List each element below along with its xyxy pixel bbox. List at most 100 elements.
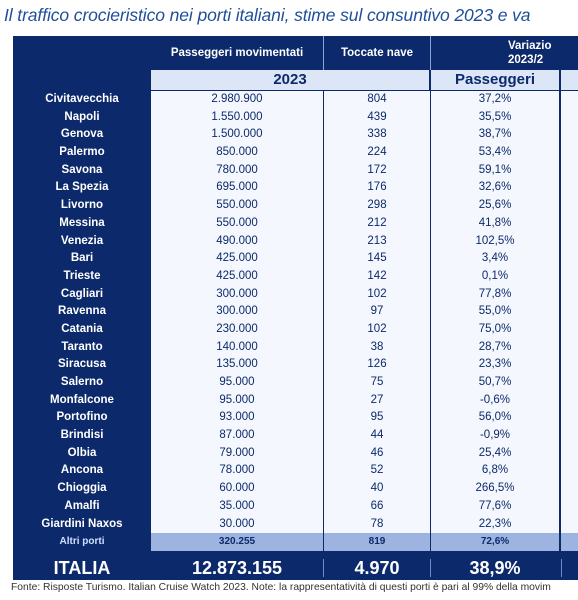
cut-column-cell	[561, 427, 578, 445]
calls-value: 102	[324, 285, 430, 304]
pct-value: 72,6%	[431, 533, 559, 551]
total-row: ITALIA 12.873.155 4.970 38,9%	[13, 556, 578, 580]
cut-column-cell	[561, 515, 578, 534]
pct-value: -0,9%	[431, 427, 559, 445]
table-row: Venezia 490.000 213 102,5%	[13, 232, 578, 251]
port-name: Ancona	[60, 464, 104, 477]
header-divider	[323, 36, 324, 70]
pct-value: -0,6%	[431, 391, 559, 410]
port-name: Livorno	[60, 199, 104, 212]
table-row: Altri porti 320.255 819 72,6%	[13, 533, 578, 551]
passengers-value: 850.000	[151, 144, 323, 162]
table-row: Amalfi 35.000 66 77,6%	[13, 497, 578, 516]
table-row: Livorno 550.000 298 25,6%	[13, 197, 578, 215]
pct-value: 77,6%	[431, 497, 559, 516]
calls-value: 439	[324, 108, 430, 127]
calls-value: 145	[324, 250, 430, 268]
total-divider	[430, 559, 431, 577]
passengers-value: 87.000	[151, 427, 323, 445]
source-note: Fonte: Risposte Turismo. Italian Cruise …	[11, 582, 551, 593]
port-name: Taranto	[61, 340, 103, 353]
port-name: Civitavecchia	[45, 93, 119, 105]
port-name: Catania	[61, 322, 103, 335]
pct-value: 25,4%	[431, 444, 559, 463]
passengers-value: 780.000	[151, 161, 323, 180]
cut-column-cell	[561, 197, 578, 215]
pct-value: 266,5%	[431, 480, 559, 498]
calls-value: 298	[324, 197, 430, 215]
pct-value: 32,6%	[431, 179, 559, 198]
table-row: Ancona 78.000 52 6,8%	[13, 462, 578, 481]
table-row: Catania 230.000 102 75,0%	[13, 320, 578, 339]
cut-column-cell	[561, 356, 578, 374]
pct-value: 77,8%	[431, 285, 559, 304]
cut-column-cell	[561, 108, 578, 127]
calls-value: 38	[324, 338, 430, 357]
header-divider	[430, 36, 431, 70]
port-name: Portofino	[56, 411, 108, 424]
pct-value: 38,7%	[431, 126, 559, 145]
pct-value: 0,1%	[431, 267, 559, 286]
calls-value: 75	[324, 374, 430, 392]
passengers-value: 60.000	[151, 480, 323, 498]
passengers-value: 230.000	[151, 320, 323, 339]
port-name: Palermo	[59, 146, 105, 159]
port-name: Chioggia	[57, 482, 107, 495]
cut-column-cell	[561, 161, 578, 180]
passengers-value: 95.000	[151, 374, 323, 392]
total-pct: 38,9%	[469, 558, 521, 578]
pct-value: 102,5%	[431, 232, 559, 251]
header-variation: Variazio 2023/2	[431, 36, 578, 70]
port-name: Brindisi	[60, 429, 104, 442]
cut-column-cell	[561, 285, 578, 304]
cut-column-cell	[561, 250, 578, 268]
passengers-value: 300.000	[151, 285, 323, 304]
calls-value: 27	[324, 391, 430, 410]
port-name: Napoli	[64, 110, 100, 123]
cut-column-cell	[561, 232, 578, 251]
table-row: Portofino 93.000 95 56,0%	[13, 409, 578, 428]
port-name: Bari	[70, 252, 94, 265]
passengers-value: 550.000	[151, 214, 323, 233]
total-label: ITALIA	[53, 558, 111, 578]
calls-value: 804	[324, 91, 430, 109]
calls-value: 44	[324, 427, 430, 445]
pct-value: 37,2%	[431, 91, 559, 109]
table-row: Cagliari 300.000 102 77,8%	[13, 285, 578, 304]
calls-value: 172	[324, 161, 430, 180]
table-row: Olbia 79.000 46 25,4%	[13, 444, 578, 463]
calls-value: 97	[324, 303, 430, 321]
calls-value: 224	[324, 144, 430, 162]
cut-column-cell	[561, 303, 578, 321]
passengers-value: 79.000	[151, 444, 323, 463]
header-calls: Toccate nave	[340, 47, 413, 59]
passengers-value: 1.550.000	[151, 108, 323, 127]
port-name: Monfalcone	[50, 393, 114, 406]
calls-value: 126	[324, 356, 430, 374]
pct-value: 55,0%	[431, 303, 559, 321]
port-name: Siracusa	[58, 358, 106, 371]
cut-column-cell	[561, 444, 578, 463]
passengers-value: 140.000	[151, 338, 323, 357]
calls-value: 95	[324, 409, 430, 428]
passengers-value: 550.000	[151, 197, 323, 215]
header-variation-label: Variazio 2023/2	[508, 40, 552, 66]
pct-value: 23,3%	[431, 356, 559, 374]
port-name: Venezia	[60, 234, 104, 247]
port-name: La Spezia	[55, 181, 109, 194]
calls-value: 78	[324, 515, 430, 534]
header-passengers: Passeggeri movimentati	[170, 47, 304, 59]
calls-value: 52	[324, 462, 430, 481]
table-row: Civitavecchia 2.980.900 804 37,2%	[13, 91, 578, 109]
port-name: Ravenna	[58, 305, 106, 318]
table-row: Napoli 1.550.000 439 35,5%	[13, 108, 578, 127]
table-row: Messina 550.000 212 41,8%	[13, 214, 578, 233]
table-row: La Spezia 695.000 176 32,6%	[13, 179, 578, 198]
port-name: Cagliari	[60, 287, 104, 300]
passengers-value: 2.980.900	[151, 91, 323, 109]
table-row: Palermo 850.000 224 53,4%	[13, 144, 578, 162]
subheader-year: 2023	[151, 70, 429, 90]
port-name: Genova	[60, 128, 104, 141]
cut-column-cell	[561, 533, 578, 551]
total-passengers: 12.873.155	[191, 558, 283, 578]
